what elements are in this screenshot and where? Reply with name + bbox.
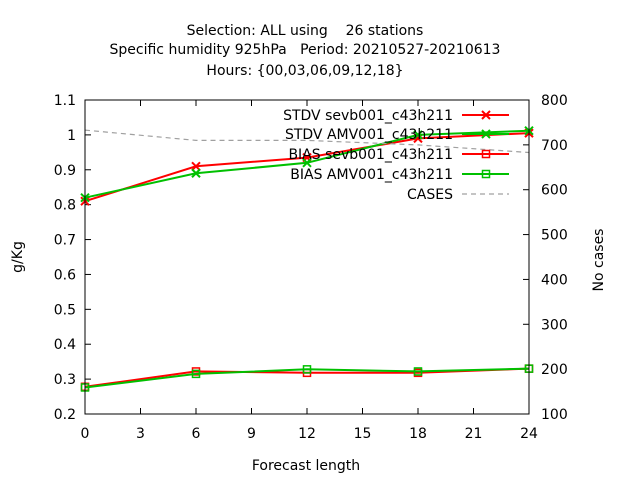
y-tick-label: 0.4 bbox=[54, 337, 76, 353]
y-tick-label: 0.6 bbox=[54, 267, 76, 283]
legend-label: BIAS AMV001_c43h211 bbox=[290, 167, 453, 183]
y2-tick-label: 500 bbox=[541, 228, 568, 244]
series-3-point-3 bbox=[413, 367, 423, 376]
x-tick-label: 6 bbox=[192, 426, 201, 442]
y-tick-label: 0.5 bbox=[54, 302, 76, 318]
legend-label: BIAS sevb001_c43h211 bbox=[288, 147, 453, 163]
chart-title-line-2: Specific humidity 925hPa Period: 2021052… bbox=[110, 42, 501, 58]
y2-tick-label: 600 bbox=[541, 183, 568, 199]
y2-tick-label: 100 bbox=[541, 407, 568, 423]
x-tick-label: 15 bbox=[354, 426, 372, 442]
series-1-point-2 bbox=[302, 158, 312, 168]
x-tick-label: 9 bbox=[247, 426, 256, 442]
series-1-point-3 bbox=[413, 130, 423, 140]
x-tick-label: 18 bbox=[409, 426, 427, 442]
legend-marker bbox=[481, 149, 491, 159]
chart-title-line-3: Hours: {00,03,06,09,12,18} bbox=[206, 63, 403, 79]
y-tick-label: 0.3 bbox=[54, 372, 76, 388]
legend-marker bbox=[481, 110, 491, 120]
y2-tick-label: 300 bbox=[541, 317, 568, 333]
y2-tick-label: 800 bbox=[541, 93, 568, 109]
series-line-4 bbox=[84, 129, 530, 154]
series-3-point-2 bbox=[302, 365, 312, 374]
y2-tick-label: 200 bbox=[541, 362, 568, 378]
legend-label: CASES bbox=[407, 187, 453, 203]
x-tick-label: 21 bbox=[465, 426, 483, 442]
x-tick-label: 12 bbox=[298, 426, 316, 442]
y-tick-label: 1.1 bbox=[54, 93, 76, 109]
y-axis-label: g/Kg bbox=[10, 241, 26, 273]
series-0-point-1 bbox=[191, 161, 201, 171]
y-tick-label: 0.7 bbox=[54, 233, 76, 249]
chart-title-line-1: Selection: ALL using 26 stations bbox=[187, 23, 424, 39]
y2-tick-label: 400 bbox=[541, 272, 568, 288]
legend-label: STDV sevb001_c43h211 bbox=[283, 108, 453, 124]
x-tick-label: 24 bbox=[520, 426, 538, 442]
legend-label: STDV AMV001_c43h211 bbox=[285, 127, 453, 143]
legend-marker bbox=[481, 129, 491, 139]
y-tick-label: 1 bbox=[67, 128, 76, 144]
series-line-2 bbox=[84, 367, 530, 388]
series-3-point-1 bbox=[191, 369, 201, 379]
x-tick-label: 3 bbox=[136, 426, 145, 442]
y2-tick-label: 700 bbox=[541, 138, 568, 154]
legend-marker bbox=[481, 169, 491, 179]
y-tick-label: 0.8 bbox=[54, 198, 76, 214]
plot-frame bbox=[84, 99, 530, 415]
x-tick-label: 0 bbox=[81, 426, 90, 442]
y2-axis-label: No cases bbox=[591, 229, 607, 292]
x-axis-label: Forecast length bbox=[252, 458, 360, 474]
series-line-3 bbox=[84, 367, 530, 389]
y-tick-label: 0.2 bbox=[54, 407, 76, 423]
series-1-point-1 bbox=[191, 168, 201, 178]
y-tick-label: 0.9 bbox=[54, 163, 76, 179]
